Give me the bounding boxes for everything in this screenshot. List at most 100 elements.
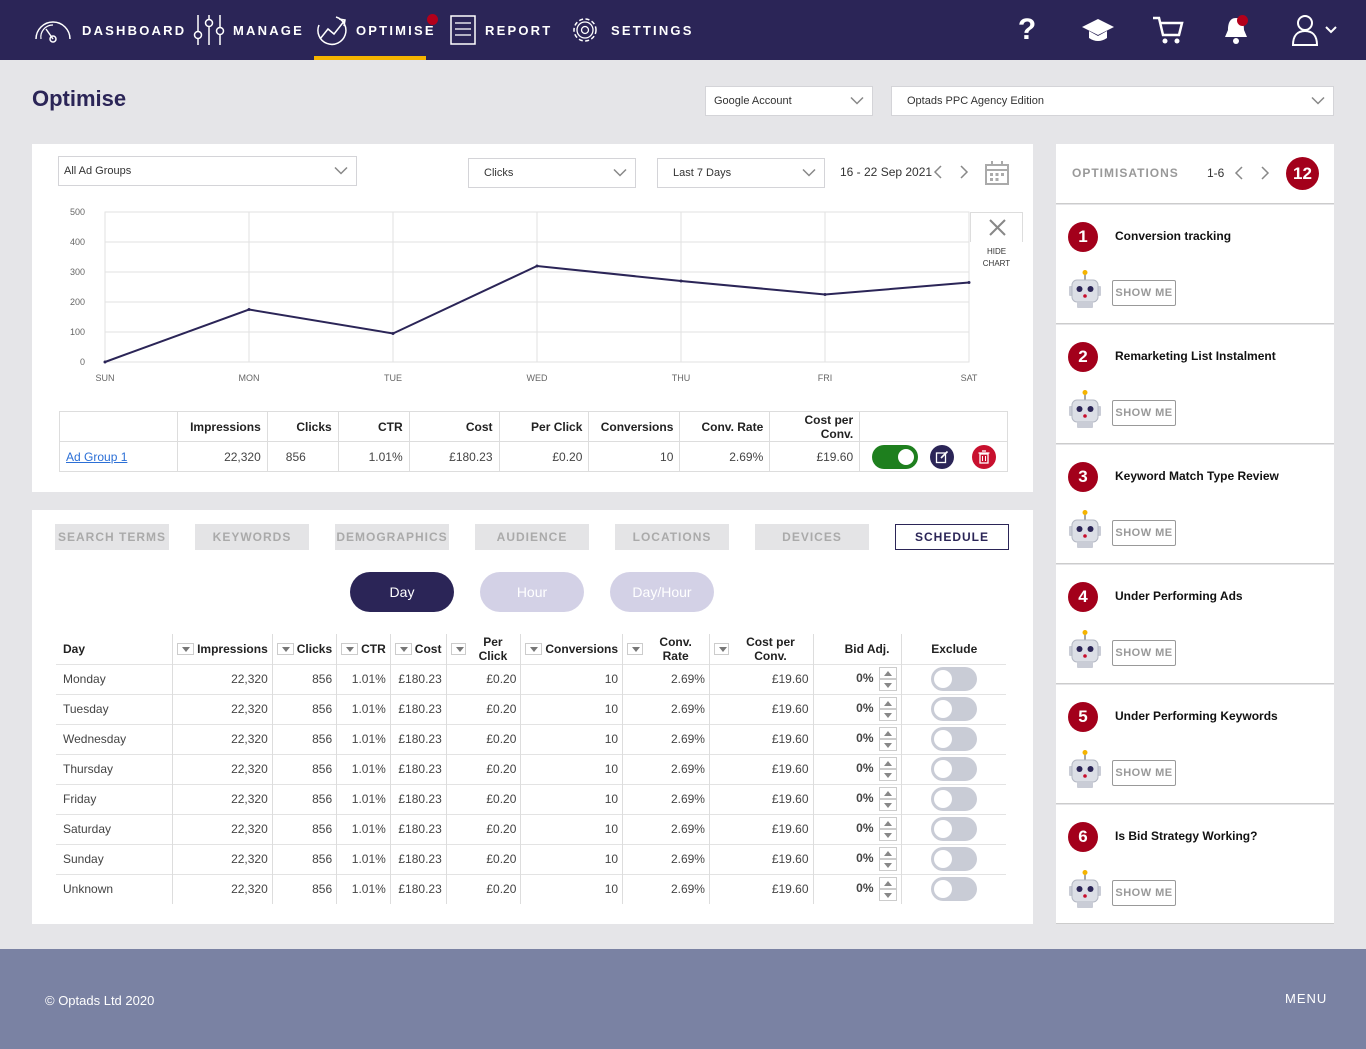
bid-adj-value[interactable]: 0% <box>856 761 874 776</box>
show-me-button[interactable]: SHOW ME <box>1112 400 1176 426</box>
ad-group-enabled-toggle[interactable] <box>872 444 919 469</box>
nav-optimise[interactable]: OPTIMISE <box>316 0 436 60</box>
pill-day[interactable]: Day <box>350 572 454 612</box>
col-clicks[interactable]: Clicks <box>271 634 337 664</box>
help-button[interactable]: ? <box>1012 0 1042 60</box>
learning-button[interactable] <box>1080 0 1116 60</box>
exclude-toggle[interactable] <box>931 727 978 751</box>
stepper-up-icon[interactable] <box>879 727 898 739</box>
exclude-toggle[interactable] <box>931 757 978 781</box>
stepper-up-icon[interactable] <box>879 877 898 890</box>
bid-adj-value[interactable]: 0% <box>856 701 874 716</box>
stepper-down-icon[interactable] <box>879 769 898 781</box>
stepper-up-icon[interactable] <box>879 757 898 769</box>
bid-adj-value[interactable]: 0% <box>856 671 874 686</box>
date-range-select[interactable]: Last 7 Days <box>657 158 825 188</box>
stepper-down-icon[interactable] <box>879 739 898 751</box>
chevron-left-icon[interactable] <box>932 165 944 179</box>
filter-dropdown-icon[interactable] <box>341 642 359 655</box>
edit-button[interactable] <box>929 444 954 469</box>
ad-group-link[interactable]: Ad Group 1 <box>66 449 128 464</box>
bid-adj-value[interactable]: 0% <box>856 791 874 806</box>
bid-adj-stepper[interactable] <box>879 667 898 691</box>
show-me-button[interactable]: SHOW ME <box>1112 280 1176 306</box>
col-conversions[interactable]: Conversions <box>520 634 623 664</box>
stepper-down-icon[interactable] <box>879 889 898 902</box>
exclude-toggle[interactable] <box>931 787 978 811</box>
filter-dropdown-icon[interactable] <box>450 642 467 655</box>
stepper-up-icon[interactable] <box>879 847 898 859</box>
pill-hour[interactable]: Hour <box>480 572 584 612</box>
bid-adj-value[interactable]: 0% <box>856 851 874 866</box>
nav-settings[interactable]: SETTINGS <box>567 0 694 60</box>
show-me-button[interactable]: SHOW ME <box>1112 880 1176 906</box>
filter-dropdown-icon[interactable] <box>177 642 195 655</box>
show-me-button[interactable]: SHOW ME <box>1112 760 1176 786</box>
delete-button[interactable] <box>971 444 996 469</box>
col-cost-per-conv[interactable]: Cost per Conv. <box>708 634 814 664</box>
tab-search-terms[interactable]: SEARCH TERMS <box>55 524 169 550</box>
tab-demographics[interactable]: DEMOGRAPHICS <box>335 524 449 550</box>
exclude-toggle[interactable] <box>931 877 978 902</box>
pill-day-hour[interactable]: Day/Hour <box>610 572 714 612</box>
table-row: Tuesday 22,320 856 1.01% £180.23 £0.20 10 2.69%… <box>56 693 1006 724</box>
hide-chart-label[interactable]: HIDE CHART <box>970 246 1023 270</box>
cart-button[interactable] <box>1150 0 1186 60</box>
tab-schedule[interactable]: SCHEDULE <box>895 524 1009 550</box>
tab-keywords[interactable]: KEYWORDS <box>195 524 309 550</box>
filter-dropdown-icon[interactable] <box>394 642 412 655</box>
bid-adj-stepper[interactable] <box>879 877 898 902</box>
bid-adj-stepper[interactable] <box>879 757 898 781</box>
col-cost[interactable]: Cost <box>389 634 447 664</box>
col-conv-rate[interactable]: Conv. Rate <box>622 634 710 664</box>
filter-dropdown-icon[interactable] <box>525 642 543 655</box>
stepper-down-icon[interactable] <box>879 679 898 691</box>
bid-adj-stepper[interactable] <box>879 787 898 811</box>
stepper-down-icon[interactable] <box>879 709 898 721</box>
account-select[interactable]: Google Account <box>705 86 873 116</box>
show-me-button[interactable]: SHOW ME <box>1112 640 1176 666</box>
tab-locations[interactable]: LOCATIONS <box>615 524 729 550</box>
bid-adj-stepper[interactable] <box>879 817 898 841</box>
exclude-toggle[interactable] <box>931 697 978 721</box>
stepper-up-icon[interactable] <box>879 787 898 799</box>
summary-header-cost: Cost <box>408 411 500 442</box>
bid-adj-stepper[interactable] <box>879 847 898 871</box>
exclude-toggle[interactable] <box>931 817 978 841</box>
exclude-toggle[interactable] <box>931 847 978 871</box>
bid-adj-value[interactable]: 0% <box>856 881 874 896</box>
tab-audience[interactable]: AUDIENCE <box>475 524 589 550</box>
stepper-down-icon[interactable] <box>879 829 898 841</box>
col-ctr[interactable]: CTR <box>336 634 391 664</box>
hide-chart-button[interactable] <box>970 212 1023 242</box>
stepper-down-icon[interactable] <box>879 799 898 811</box>
filter-dropdown-icon[interactable] <box>713 642 730 655</box>
footer-menu-link[interactable]: MENU <box>1285 991 1328 1006</box>
col-impressions[interactable]: Impressions <box>172 634 273 664</box>
calendar-icon[interactable] <box>984 160 1010 186</box>
nav-report[interactable]: REPORT <box>449 0 552 60</box>
nav-dashboard[interactable]: DASHBOARD <box>32 0 186 60</box>
stepper-up-icon[interactable] <box>879 817 898 829</box>
show-me-button[interactable]: SHOW ME <box>1112 520 1176 546</box>
bid-adj-value[interactable]: 0% <box>856 821 874 836</box>
filter-dropdown-icon[interactable] <box>627 642 644 655</box>
stepper-up-icon[interactable] <box>879 697 898 709</box>
chevron-right-icon[interactable] <box>958 165 970 179</box>
chevron-right-icon[interactable] <box>1259 166 1271 180</box>
nav-manage[interactable]: MANAGE <box>193 0 304 60</box>
col-per-click[interactable]: Per Click <box>445 634 521 664</box>
adgroup-select[interactable]: All Ad Groups <box>58 156 357 186</box>
stepper-down-icon[interactable] <box>879 859 898 871</box>
user-menu-button[interactable] <box>1286 0 1342 60</box>
tab-devices[interactable]: DEVICES <box>755 524 869 550</box>
chevron-left-icon[interactable] <box>1233 166 1245 180</box>
stepper-up-icon[interactable] <box>879 667 898 679</box>
exclude-toggle[interactable] <box>931 667 978 691</box>
bid-adj-stepper[interactable] <box>879 697 898 721</box>
bid-adj-stepper[interactable] <box>879 727 898 751</box>
bid-adj-value[interactable]: 0% <box>856 731 874 746</box>
metric-select[interactable]: Clicks <box>468 158 636 188</box>
filter-dropdown-icon[interactable] <box>276 642 294 655</box>
edition-select[interactable]: Optads PPC Agency Edition <box>891 86 1334 116</box>
